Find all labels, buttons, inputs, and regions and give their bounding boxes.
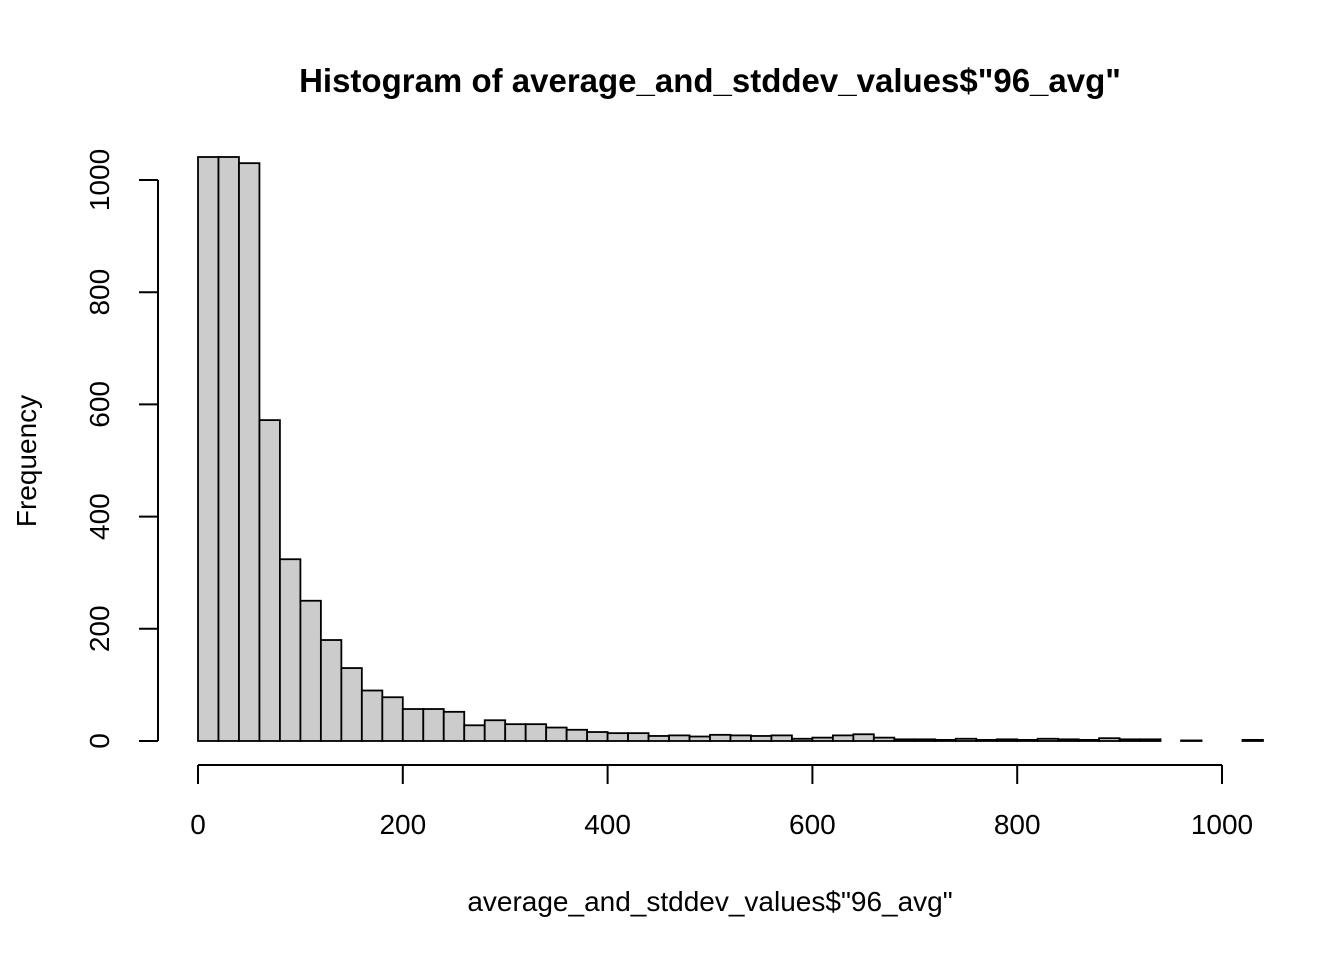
histogram-bar — [606, 732, 629, 742]
y-tick-label: 600 — [84, 381, 115, 428]
y-tick-label: 800 — [84, 269, 115, 316]
histogram-bar — [545, 726, 568, 742]
histogram-bar — [1118, 738, 1141, 742]
histogram-bar — [258, 419, 281, 742]
y-tick-label: 200 — [84, 605, 115, 652]
histogram-bar — [831, 734, 855, 742]
y-tick-label: 0 — [84, 733, 115, 749]
histogram-bar — [995, 738, 1019, 742]
histogram-bar — [319, 639, 343, 742]
histogram-bar — [791, 737, 814, 742]
histogram-bar — [401, 708, 425, 742]
y-ticks-group: 0 200 400 600 800 1000 — [84, 149, 158, 749]
y-axis-title: Frequency — [11, 395, 42, 527]
histogram-bar — [1016, 738, 1039, 742]
histogram-bar — [1139, 738, 1162, 742]
histogram-bar — [688, 735, 711, 742]
histogram-bar — [463, 724, 486, 742]
histogram-bar — [627, 732, 650, 742]
histogram-bar — [483, 719, 507, 742]
histogram-bar — [770, 734, 793, 742]
histogram-bar — [217, 156, 240, 742]
histogram-bar — [893, 738, 916, 742]
histogram-bar — [975, 738, 998, 742]
histogram-bar — [729, 734, 752, 742]
histogram-bar — [524, 723, 548, 742]
histogram-bar — [811, 736, 834, 742]
histogram-bar — [668, 734, 691, 742]
histogram-bar — [1241, 738, 1264, 742]
x-tick-label: 800 — [994, 809, 1041, 840]
histogram-bar — [586, 731, 609, 742]
histogram-bar — [1057, 738, 1080, 742]
histogram-bar — [381, 696, 404, 742]
histogram-bar — [1180, 739, 1203, 742]
x-tick-label: 1000 — [1191, 809, 1253, 840]
histogram-bar — [709, 733, 732, 742]
histogram-bar — [750, 735, 773, 742]
histogram-bar — [442, 710, 466, 742]
histogram-bar — [422, 708, 445, 742]
x-tick-label: 200 — [379, 809, 426, 840]
histogram-bar — [913, 738, 937, 742]
histogram-bar — [504, 723, 527, 742]
histogram-bar — [197, 156, 220, 742]
chart-title: Histogram of average_and_stddev_values$"… — [299, 62, 1121, 99]
histogram-bar — [954, 737, 978, 742]
histogram-bar — [279, 558, 302, 742]
x-tick-label: 0 — [190, 809, 206, 840]
histogram-bar — [1077, 738, 1101, 742]
histogram-bar — [565, 728, 589, 742]
x-axis-title: average_and_stddev_values$"96_avg" — [467, 886, 952, 917]
histogram-bar — [299, 599, 322, 742]
x-ticks-group: 0 200 400 600 800 1000 — [190, 765, 1253, 840]
x-tick-label: 400 — [584, 809, 631, 840]
x-tick-label: 600 — [789, 809, 836, 840]
histogram-bar — [340, 667, 363, 742]
y-tick-label: 400 — [84, 493, 115, 540]
y-tick-label: 1000 — [84, 149, 115, 211]
histogram-bar — [852, 733, 875, 742]
histogram-bar — [360, 689, 384, 742]
bars-group — [197, 156, 1264, 742]
histogram-bar — [1036, 737, 1060, 742]
histogram-bar — [872, 736, 896, 742]
histogram-bar — [238, 162, 261, 742]
histogram-bar — [1098, 737, 1121, 742]
histogram-bar — [647, 735, 670, 742]
histogram-bar — [934, 738, 957, 742]
